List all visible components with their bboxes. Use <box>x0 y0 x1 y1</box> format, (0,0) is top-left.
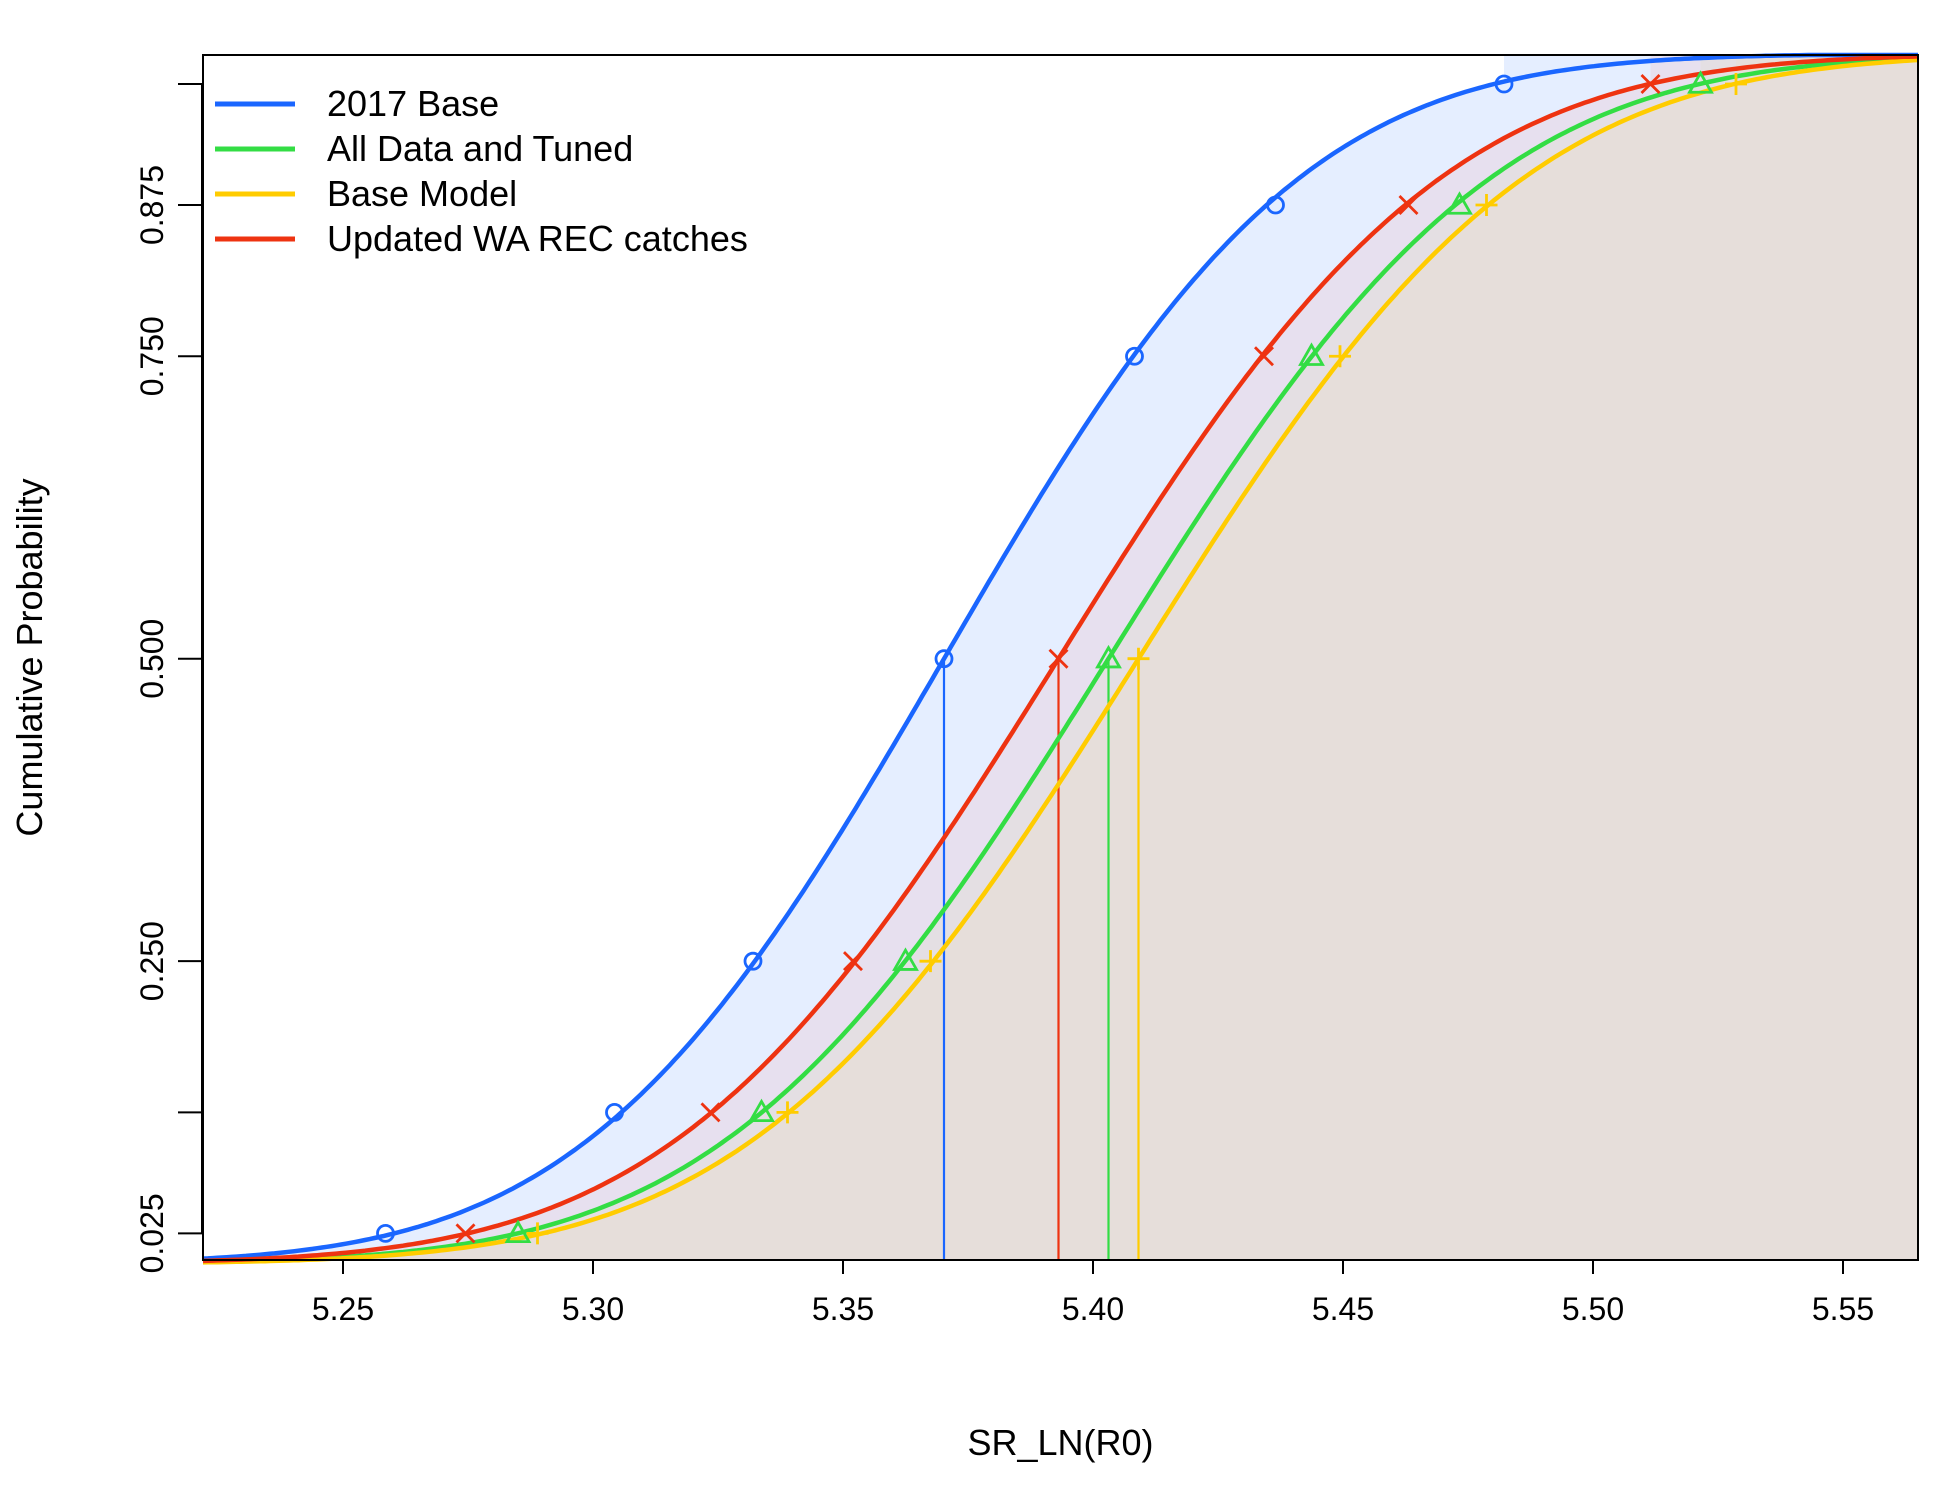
marker-2017-base-1 <box>605 1102 624 1122</box>
marker-updated-wa-rec-catches-6 <box>1640 74 1661 95</box>
y-axis: 0.025 0.250 0.500 0.750 0.875 <box>134 83 203 1273</box>
marker-base-model-3 <box>1127 647 1150 670</box>
marker-all-data-and-tuned-4 <box>1298 342 1325 366</box>
legend-label-2017-base: 2017 Base <box>327 83 499 124</box>
marker-all-data-and-tuned-0 <box>504 1219 532 1244</box>
y-tick-label: 0.875 <box>134 165 170 245</box>
marker-updated-wa-rec-catches-5 <box>1398 195 1419 216</box>
legend-label-all-data-and-tuned: All Data and Tuned <box>327 128 633 169</box>
marker-2017-base-6 <box>1494 74 1514 94</box>
marker-base-model-1 <box>776 1101 799 1124</box>
marker-base-model-2 <box>919 950 942 973</box>
marker-2017-base-5 <box>1266 195 1285 215</box>
x-tick-label: 5.35 <box>812 1291 874 1327</box>
marker-base-model-0 <box>526 1222 549 1245</box>
marker-2017-base-0 <box>376 1223 395 1243</box>
y-tick-label: 0.250 <box>134 921 170 1001</box>
y-tick-label: 0.750 <box>134 316 170 396</box>
x-tick-label: 5.40 <box>1062 1291 1124 1327</box>
legend-label-base-model: Base Model <box>327 173 517 214</box>
y-tick-label: 0.500 <box>134 619 170 699</box>
marker-all-data-and-tuned-2 <box>892 947 919 971</box>
x-tick-label: 5.25 <box>312 1291 374 1327</box>
x-tick-label: 5.30 <box>562 1291 624 1327</box>
marker-updated-wa-rec-catches-4 <box>1254 346 1274 367</box>
y-tick-label: 0.025 <box>134 1193 170 1273</box>
legend-label-updated-wa-rec-catches: Updated WA REC catches <box>327 218 748 259</box>
marker-all-data-and-tuned-1 <box>748 1098 775 1123</box>
quantile-markers <box>376 70 1747 1245</box>
marker-updated-wa-rec-catches-2 <box>843 951 863 972</box>
marker-updated-wa-rec-catches-1 <box>700 1102 721 1123</box>
curve-base-model <box>202 57 1919 1265</box>
curve-all-data-and-tuned <box>202 55 1919 1265</box>
marker-all-data-and-tuned-3 <box>1095 644 1122 669</box>
marker-2017-base-4 <box>1125 346 1144 366</box>
x-axis-title: SR_LN(R0) <box>967 1422 1153 1463</box>
marker-base-model-4 <box>1329 345 1351 368</box>
marker-base-model-6 <box>1725 73 1747 96</box>
marker-2017-base-3 <box>934 649 954 669</box>
median-lines <box>942 658 1140 1260</box>
x-tick-label: 5.45 <box>1312 1291 1374 1327</box>
curve-2017-base <box>202 52 1918 1261</box>
x-tick-label: 5.55 <box>1812 1291 1874 1327</box>
y-axis-title: Cumulative Probability <box>9 478 50 836</box>
marker-updated-wa-rec-catches-3 <box>1048 648 1069 669</box>
marker-base-model-5 <box>1475 194 1498 217</box>
x-axis: 5.25 5.30 5.35 5.40 5.45 5.50 5.55 <box>312 1260 1874 1327</box>
marker-all-data-and-tuned-5 <box>1446 191 1473 215</box>
marker-all-data-and-tuned-6 <box>1687 70 1714 94</box>
marker-2017-base-2 <box>743 951 763 971</box>
x-tick-label: 5.50 <box>1562 1291 1624 1327</box>
marker-updated-wa-rec-catches-0 <box>455 1223 476 1244</box>
